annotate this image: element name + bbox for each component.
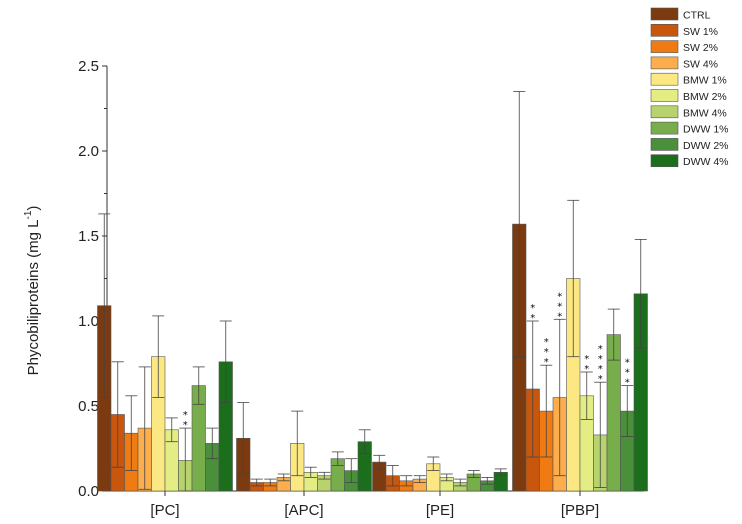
legend-swatch xyxy=(650,23,679,37)
error-bars xyxy=(98,91,647,492)
significance-label: * * xyxy=(584,354,589,375)
y-axis-title: Phycobiliproteins (mg L-1) xyxy=(23,206,42,376)
legend-swatch xyxy=(650,72,679,86)
bars xyxy=(97,223,648,492)
x-category-label: [PC] xyxy=(150,502,179,519)
x-category-label: [PBP] xyxy=(561,502,599,519)
legend-swatch xyxy=(650,105,679,119)
y-tick-label: 1.0 xyxy=(78,313,99,330)
legend-swatch xyxy=(650,7,679,21)
legend-swatch xyxy=(650,89,679,102)
y-tick-label: 0.0 xyxy=(78,483,99,500)
legend: CTRL SW 1% SW 2% SW 4% BMW 1% BMW 2% BMW 4% DWW… xyxy=(646,4,738,173)
legend-swatch xyxy=(650,138,679,151)
legend-label: BMW 4% xyxy=(683,107,727,119)
significance-label: * * xyxy=(530,303,535,324)
significance-label: * * xyxy=(183,410,188,431)
significance-label: * * * xyxy=(625,358,630,389)
y-tick-label: 0.5 xyxy=(78,398,99,415)
y-tick-label: 2.0 xyxy=(78,143,99,160)
legend-label: SW 4% xyxy=(683,58,718,70)
legend-label: BMW 1% xyxy=(683,75,727,87)
legend-label: DWW 2% xyxy=(683,140,729,152)
y-tick-label: 1.5 xyxy=(78,228,99,245)
legend-label: SW 1% xyxy=(683,26,718,38)
legend-label: BMW 2% xyxy=(683,91,727,103)
legend-swatch xyxy=(650,121,679,135)
legend-label: DWW 1% xyxy=(683,124,729,136)
x-category-label: [PE] xyxy=(426,502,454,519)
legend-label: CTRL xyxy=(683,10,711,22)
significance-label: * * * * xyxy=(598,344,603,385)
y-tick-label: 2.5 xyxy=(78,58,99,75)
x-category-label: [APC] xyxy=(284,502,323,519)
significance-label: * * * xyxy=(544,337,549,368)
legend-label: DWW 4% xyxy=(683,156,729,168)
axes: 0.0 0.5 1.0 1.5 2.0 2.5 Phycobiliproteins (mg … xyxy=(23,58,644,519)
legend-swatch xyxy=(650,56,679,70)
significance-label: * * * xyxy=(557,291,562,322)
legend-label: SW 2% xyxy=(683,42,718,54)
legend-swatch xyxy=(650,40,679,53)
significance-markers: * ** ** * ** * ** ** * * ** * * xyxy=(183,291,630,431)
legend-swatch xyxy=(650,154,679,167)
